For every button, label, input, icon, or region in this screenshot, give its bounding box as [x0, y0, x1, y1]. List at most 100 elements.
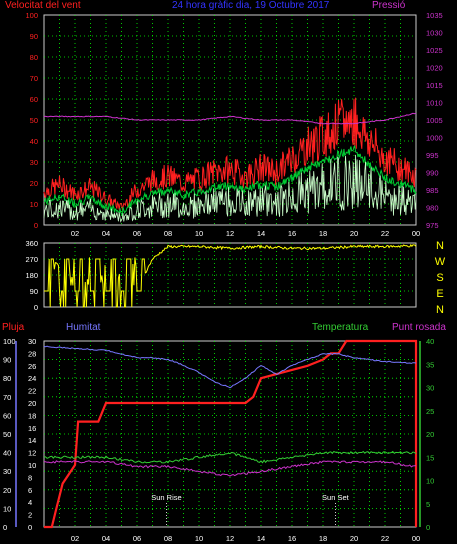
compass-label-s: S [436, 272, 443, 284]
rain-tick-label: 20 [3, 486, 11, 495]
left-tick-label: 20 [30, 179, 38, 188]
compass-label-n: N [436, 304, 444, 316]
right-tick-label: 1015 [426, 81, 443, 90]
x-tick-label: 16 [288, 534, 296, 543]
x-tick-label: 14 [257, 534, 265, 543]
rain-tick-label: 90 [3, 356, 11, 365]
dewpoint-line [43, 460, 417, 477]
mm-tick-label: 4 [28, 498, 32, 507]
left-tick-label: 80 [30, 53, 38, 62]
right-tick-label: 1030 [426, 29, 443, 38]
x-tick-label: 00 [412, 229, 420, 238]
right-tick-label: 1035 [426, 11, 443, 20]
temp-tick-label: 40 [426, 337, 434, 346]
mm-tick-label: 20 [28, 399, 36, 408]
mm-tick-label: 30 [28, 337, 36, 346]
x-tick-label: 12 [226, 534, 234, 543]
x-tick-label: 18 [319, 229, 327, 238]
x-tick-label: 16 [288, 229, 296, 238]
temp-tick-label: 30 [426, 384, 434, 393]
x-tick-label: 04 [102, 229, 110, 238]
temperature-title: Temperatura [312, 322, 369, 333]
right-tick-label: 1005 [426, 116, 443, 125]
rain-tick-label: 40 [3, 449, 11, 458]
left-tick-label: 70 [30, 74, 38, 83]
pressure-line [43, 112, 417, 125]
sunrise-label: Sun Rise [151, 493, 181, 502]
direction-tick-label: 270 [25, 255, 38, 264]
x-tick-label: 10 [195, 534, 203, 543]
mm-tick-label: 18 [28, 411, 36, 420]
wind-speed-title: Velocitat del vent [5, 0, 81, 11]
wind-direction-line [44, 243, 417, 308]
left-tick-label: 0 [34, 221, 38, 230]
rain-tick-label: 100 [3, 337, 16, 346]
x-tick-label: 10 [195, 229, 203, 238]
direction-tick-label: 90 [30, 287, 38, 296]
left-tick-label: 40 [30, 137, 38, 146]
mm-tick-label: 6 [28, 486, 32, 495]
mm-tick-label: 12 [28, 449, 36, 458]
right-tick-label: 980 [426, 204, 439, 213]
sunset-label: Sun Set [322, 493, 350, 502]
rain-tick-label: 70 [3, 393, 11, 402]
rain-tick-label: 60 [3, 411, 11, 420]
mm-tick-label: 22 [28, 387, 36, 396]
rain-title: Pluja [2, 322, 25, 333]
x-tick-label: 00 [412, 534, 420, 543]
left-tick-label: 100 [25, 11, 38, 20]
x-tick-label: 08 [164, 534, 172, 543]
left-tick-label: 60 [30, 95, 38, 104]
temp-tick-label: 10 [426, 477, 434, 486]
left-tick-label: 10 [30, 200, 38, 209]
right-tick-label: 975 [426, 221, 439, 230]
mm-tick-label: 8 [28, 473, 32, 482]
left-tick-label: 50 [30, 116, 38, 125]
chart-title: 24 hora gràfic dia, 19 Octubre 2017 [172, 0, 330, 11]
x-tick-label: 20 [350, 229, 358, 238]
rain-tick-label: 80 [3, 374, 11, 383]
x-tick-label: 08 [164, 229, 172, 238]
x-tick-label: 20 [350, 534, 358, 543]
right-tick-label: 1010 [426, 99, 443, 108]
temp-tick-label: 25 [426, 407, 434, 416]
rain-tick-label: 50 [3, 430, 11, 439]
temperature-line [43, 450, 417, 464]
mm-tick-label: 16 [28, 424, 36, 433]
mm-tick-label: 2 [28, 511, 32, 520]
x-tick-label: 22 [381, 534, 389, 543]
direction-tick-label: 360 [25, 239, 38, 248]
x-tick-label: 12 [226, 229, 234, 238]
right-tick-label: 1020 [426, 64, 443, 73]
wind-pressure-panel: 0102030405060708090100975980985990995100… [25, 11, 442, 238]
left-tick-label: 90 [30, 32, 38, 41]
compass-label-e: E [436, 288, 443, 300]
x-tick-label: 02 [71, 534, 79, 543]
humidity-title: Humitat [66, 322, 101, 333]
temp-tick-label: 20 [426, 430, 434, 439]
direction-tick-label: 180 [25, 271, 38, 280]
right-tick-label: 990 [426, 169, 439, 178]
pressure-title: Pressió [372, 0, 406, 11]
x-tick-label: 02 [71, 229, 79, 238]
right-tick-label: 985 [426, 186, 439, 195]
x-tick-label: 22 [381, 229, 389, 238]
wind-average-line [43, 145, 417, 216]
humidity-line [43, 345, 417, 389]
x-tick-label: 06 [133, 534, 141, 543]
left-tick-label: 30 [30, 158, 38, 167]
mm-tick-label: 24 [28, 374, 36, 383]
rain-humidity-temp-panel: 0 10 20 30 40 50 60 70 80 90 100 02 4 6 8 10 12 14 16 18 20 2… [3, 337, 434, 543]
mm-tick-label: 0 [28, 523, 32, 532]
right-tick-label: 1000 [426, 134, 443, 143]
right-tick-label: 995 [426, 151, 439, 160]
wind-low-line [43, 154, 417, 223]
temp-tick-label: 5 [426, 500, 430, 509]
temp-tick-label: 15 [426, 453, 434, 462]
x-tick-label: 04 [102, 534, 110, 543]
direction-tick-label: 0 [34, 303, 38, 312]
compass-label-w: W [435, 256, 446, 268]
dewpoint-title: Punt rosada [392, 322, 446, 333]
x-tick-label: 18 [319, 534, 327, 543]
